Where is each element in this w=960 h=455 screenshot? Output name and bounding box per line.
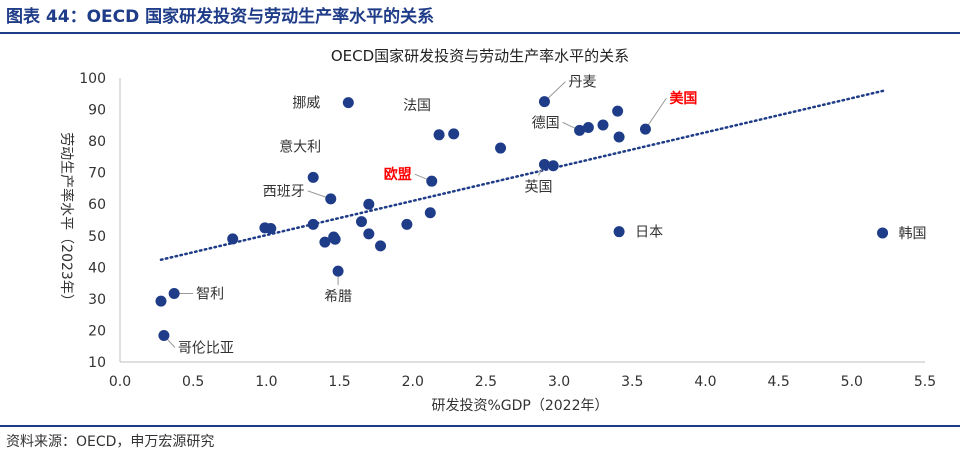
chart-title: OECD国家研发投资与劳动生产率水平的关系 (331, 47, 629, 65)
data-point (547, 160, 559, 172)
point-label: 意大利 (279, 138, 321, 155)
x-tick-label: 5.0 (841, 374, 863, 390)
figure-title: 图表 44：OECD 国家研发投资与劳动生产率水平的关系 (6, 7, 435, 27)
data-point (574, 124, 586, 136)
data-point (329, 233, 341, 245)
label-leader-line (645, 97, 667, 130)
data-point (424, 207, 436, 219)
point-label: 德国 (532, 115, 560, 131)
x-tick-label: 3.5 (621, 374, 643, 390)
y-tick-label: 60 (88, 197, 106, 213)
x-tick-label: 3.0 (548, 374, 570, 390)
point-label: 哥伦比亚 (178, 340, 234, 356)
data-point (375, 240, 387, 252)
point-label: 希腊 (324, 289, 352, 305)
data-point (363, 198, 375, 210)
data-point (332, 265, 344, 277)
y-tick-label: 70 (88, 166, 106, 182)
y-tick-label: 50 (88, 229, 106, 245)
data-point (307, 171, 319, 183)
y-tick-label: 90 (88, 103, 106, 119)
x-tick-label: 1.0 (255, 374, 277, 390)
data-point (612, 105, 624, 117)
x-tick-label: 2.0 (402, 374, 424, 390)
data-point (495, 142, 507, 154)
x-tick-label: 0.5 (182, 374, 204, 390)
y-tick-label: 10 (88, 355, 106, 371)
data-point (639, 123, 651, 135)
scatter-chart: OECD国家研发投资与劳动生产率水平的关系 10 20 30 40 50 60 70 80 90… (58, 47, 936, 414)
x-tick-labels: 0.0 0.5 1.0 1.5 2.0 2.5 3.0 3.5 4.0 4.5 5.0 5.5 (109, 374, 936, 390)
data-point (613, 131, 625, 143)
data-point (538, 96, 550, 108)
point-label: 英国 (524, 178, 552, 195)
point-label: 美国 (669, 90, 697, 107)
data-point (227, 233, 239, 245)
y-tick-labels: 10 20 30 40 50 60 70 80 90 100 (79, 71, 106, 371)
data-point (582, 122, 594, 134)
y-tick-label: 80 (88, 134, 106, 150)
data-point (155, 295, 167, 307)
point-label: 韩国 (899, 226, 927, 242)
x-tick-label: 2.5 (475, 374, 497, 390)
x-tick-label: 0.0 (109, 374, 131, 390)
data-point (307, 218, 319, 230)
point-label: 日本 (635, 225, 663, 241)
y-tick-label: 30 (88, 292, 106, 308)
trend-line (159, 89, 886, 262)
data-points (155, 96, 889, 341)
point-label: 挪威 (292, 96, 320, 112)
data-point (342, 97, 354, 109)
data-point (319, 236, 331, 248)
data-point (356, 216, 367, 228)
y-axis-title: 劳动生产率水平（2023年） (58, 132, 75, 308)
data-point (265, 223, 277, 235)
x-axis-title: 研发投资%GDP（2022年） (431, 398, 608, 414)
point-label: 西班牙 (263, 184, 305, 200)
data-point (401, 218, 413, 230)
title-divider (0, 32, 960, 34)
data-point (538, 158, 550, 170)
point-label: 法国 (403, 98, 431, 114)
point-label: 丹麦 (568, 75, 596, 91)
data-point (168, 288, 180, 300)
x-tick-label: 4.5 (768, 374, 790, 390)
x-tick-label: 5.5 (914, 374, 936, 390)
data-point (426, 175, 438, 187)
point-label: 欧盟 (384, 166, 412, 183)
data-point (613, 226, 625, 238)
y-tick-label: 20 (88, 323, 106, 339)
y-tick-label: 100 (79, 71, 106, 87)
point-label: 智利 (196, 287, 224, 303)
data-point (325, 193, 337, 205)
x-tick-label: 1.5 (328, 374, 350, 390)
label-leader-lines (163, 81, 667, 348)
data-point (158, 329, 170, 341)
data-point (363, 228, 375, 240)
data-point (433, 129, 445, 141)
data-point (877, 227, 889, 239)
data-point (597, 119, 609, 131)
data-point (448, 128, 460, 140)
footer-divider (0, 425, 960, 427)
x-tick-label: 4.0 (694, 374, 716, 390)
source-note: 资料来源：OECD，申万宏源研究 (6, 434, 215, 450)
y-tick-label: 40 (88, 260, 106, 276)
